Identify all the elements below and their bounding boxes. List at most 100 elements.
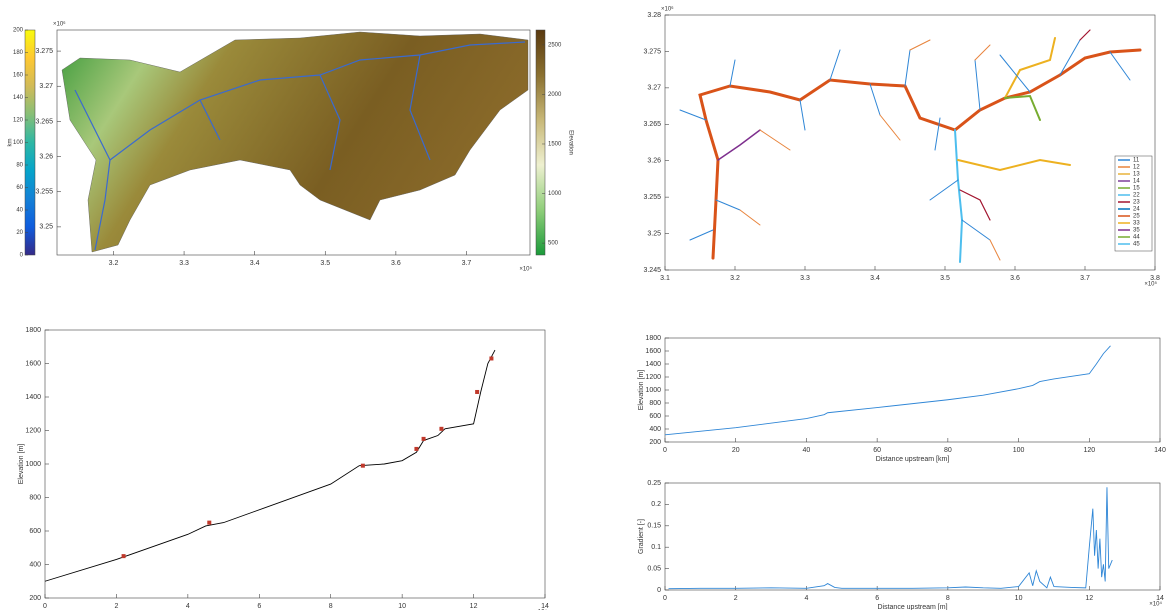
y-axis-label: Gradient [-] [638,519,645,554]
legend-label: 13 [1133,172,1140,178]
x-tick-label: 12 [470,603,478,610]
y-tick-label: 1000 [25,461,41,468]
y-tick-label: 3.265 [643,121,661,128]
colorbar-tick-label: 1000 [548,191,562,197]
x-tick-label: 140 [1154,447,1166,454]
x-tick-label: 3.4 [250,260,260,267]
colorbar-tick-label: 200 [13,28,24,34]
x-tick-label: 100 [1013,447,1025,454]
y-tick-label: 1600 [645,348,661,355]
line [664,345,1111,436]
x-tick-label: 3.2 [109,260,119,267]
y-tick-label: 3.275 [35,48,53,55]
colorbar-tick-label: 2500 [548,42,562,48]
y-tick-label: 3.25 [39,224,53,231]
y-tick-label: 3.245 [643,267,661,274]
legend-label: 33 [1133,221,1140,227]
y-tick-label: 3.255 [643,194,661,201]
x-multiplier: ×10⁴ [1149,601,1162,608]
y-tick-label: 0.15 [647,523,661,530]
legend-label: 12 [1133,165,1140,171]
knickpoint-marker [121,554,126,559]
x-tick-label: 3.8 [1150,275,1160,282]
x-tick-label: 6 [257,603,261,610]
knickpoint-marker [360,463,365,468]
knickpoint-marker [414,446,419,451]
x-tick-label: 2 [114,603,118,610]
legend-box [1114,155,1153,252]
knickpoint-marker [475,389,480,394]
x-tick-label: 8 [329,603,333,610]
colorbar-tick-label: 80 [16,163,23,169]
x-tick-label: 0 [663,447,667,454]
legend-label: 15 [1133,186,1140,192]
y-tick-label: 0 [657,587,661,594]
x-tick-label: 3.5 [320,260,330,267]
x-tick-label: 4 [186,603,190,610]
x-tick-label: 3.5 [940,275,950,282]
x-multiplier: ×10⁵ [519,266,532,273]
colorbar-tick-label: 40 [16,208,23,214]
stream-network [679,29,1142,263]
y-tick-label: 3.275 [643,48,661,55]
axes-frame [664,14,1156,271]
knickpoint-marker [421,436,426,441]
x-tick-label: 120 [1083,447,1095,454]
colorbar-tick-label: 140 [13,95,24,101]
x-tick-label: 3.7 [462,260,472,267]
y-tick-label: 3.26 [39,153,53,160]
y-tick-label: 0.05 [647,565,661,572]
y-tick-label: 200 [29,595,41,602]
x-tick-label: 14 [1156,595,1164,602]
y-axis-label: Elevation [m] [638,370,645,411]
x-tick-label: 3.3 [179,260,189,267]
y-tick-label: 0.1 [651,544,661,551]
y-tick-label: 400 [29,561,41,568]
y-multiplier: ×10⁶ [53,21,66,28]
colorbar-tick-label: 2000 [548,92,562,98]
colorbar-label: Elevation [567,130,573,155]
y-tick-label: 1400 [25,394,41,401]
legend-label: 45 [1133,242,1140,248]
x-tick-label: 10 [398,603,406,610]
x-tick-label: 2 [734,595,738,602]
x-tick-label: 3.7 [1080,275,1090,282]
legend-label: 14 [1133,179,1140,185]
terrain-map [61,31,529,253]
x-tick-label: 10 [1015,595,1023,602]
line [44,349,496,582]
colorbar-tick-label: 0 [20,253,24,259]
knickpoint-marker [489,356,494,361]
x-tick-label: 3.3 [800,275,810,282]
x-tick-label: 3.4 [870,275,880,282]
y-tick-label: 1800 [25,327,41,334]
colorbar-tick-label: 120 [13,118,24,124]
x-axis-label: Distance upstream [km] [876,456,950,463]
x-tick-label: 4 [804,595,808,602]
x-tick-label: 3.2 [730,275,740,282]
y-tick-label: 3.255 [35,189,53,196]
line [668,487,1113,590]
x-tick-label: 60 [873,447,881,454]
x-axis-label: Distance upstream [m] [877,604,947,610]
y-tick-label: 0.2 [651,501,661,508]
x-tick-label: 8 [946,595,950,602]
y-tick-label: 600 [649,413,661,420]
axes-frame [664,482,1161,591]
legend-label: 11 [1133,158,1140,164]
y-tick-label: 1600 [25,360,41,367]
colorbar-tick-label: 160 [13,73,24,79]
axes-frame [56,29,531,256]
y-tick-label: 1200 [25,427,41,434]
x-tick-label: 12 [1085,595,1093,602]
legend-label: 35 [1133,228,1140,234]
x-tick-label: 0 [663,595,667,602]
legend-label: 24 [1133,207,1140,213]
colorbar-tick-label: 500 [548,241,559,247]
y-tick-label: 3.265 [35,118,53,125]
x-tick-label: 3.6 [1010,275,1020,282]
y-tick-label: 1200 [645,374,661,381]
y-tick-label: 800 [29,494,41,501]
x-tick-label: 3.1 [660,275,670,282]
